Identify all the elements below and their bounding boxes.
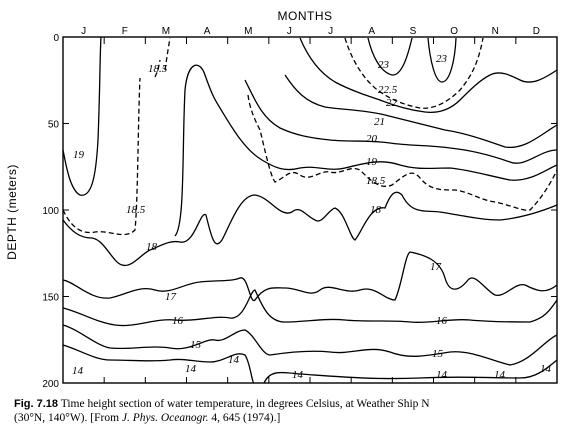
label-14: 14 — [185, 363, 197, 375]
label-16: 16 — [436, 315, 448, 327]
label-18-5: 18.5 — [366, 175, 386, 187]
isotherm-22 — [299, 37, 558, 114]
isotherm-19 — [62, 36, 558, 237]
label-17: 17 — [430, 261, 442, 273]
isotherm-18 — [62, 191, 558, 267]
isotherm-15 — [62, 324, 558, 366]
label-14: 14 — [292, 369, 304, 381]
x-axis-title: MONTHS — [278, 9, 333, 23]
label-14: 14 — [540, 363, 552, 375]
depth-label: 50 — [48, 120, 60, 131]
depth-label: 150 — [42, 293, 59, 304]
isotherms — [62, 36, 558, 384]
isotherm-20 — [244, 79, 558, 164]
caption-journal: J. Phys. Oceanogr. — [121, 412, 209, 424]
label-18-5: 18.5 — [126, 204, 146, 216]
month-label: M — [244, 26, 252, 37]
label-16: 16 — [172, 315, 184, 327]
isotherm-21 — [284, 74, 558, 148]
isotherm-23-loop — [427, 37, 457, 83]
month-label: A — [204, 26, 211, 37]
label-21: 21 — [374, 116, 385, 128]
isotherm-18-5 — [62, 77, 558, 236]
isotherm-16 — [62, 289, 558, 327]
month-label: D — [533, 26, 540, 37]
label-14: 14 — [436, 369, 448, 381]
month-label: J — [81, 26, 86, 37]
depth-label: 100 — [42, 206, 59, 217]
month-label: F — [122, 26, 128, 37]
y-axis-title: DEPTH (meters) — [5, 164, 19, 260]
label-22: 22 — [386, 97, 398, 109]
month-label: J — [328, 26, 333, 37]
label-14: 14 — [72, 365, 84, 377]
isotherm-23 — [367, 37, 413, 76]
figure-caption: Fig. 7.18 Time height section of water t… — [14, 397, 562, 425]
isotherm-17 — [62, 251, 558, 302]
caption-label: Fig. 7.18 — [14, 398, 59, 410]
caption-text-3: 4, 645 (1974).] — [208, 412, 281, 424]
depth-tick-labels: 0 50 100 150 200 — [42, 33, 59, 390]
label-23: 23 — [436, 53, 448, 65]
caption-text-2: (30°N, 140°W). [From — [14, 412, 122, 424]
depth-label: 0 — [53, 33, 59, 44]
month-label: J — [287, 26, 292, 37]
label-14: 14 — [228, 354, 240, 366]
isotherm-14-upper — [62, 344, 255, 384]
caption-text-1: Time height section of water temperature… — [60, 398, 430, 410]
label-17: 17 — [165, 291, 177, 303]
month-label: M — [162, 26, 170, 37]
label-15: 15 — [432, 348, 444, 360]
label-19: 19 — [366, 156, 378, 168]
label-23: 23 — [378, 59, 390, 71]
depth-label: 200 — [42, 379, 59, 390]
label-18: 18 — [146, 241, 158, 253]
label-22-5: 22.5 — [378, 84, 398, 96]
month-label: N — [492, 26, 499, 37]
label-14: 14 — [494, 369, 506, 381]
label-20: 20 — [366, 133, 378, 145]
label-18-5: 18.5 — [148, 63, 168, 75]
label-19: 19 — [73, 149, 85, 161]
axis-ticks — [63, 37, 557, 383]
month-label: S — [410, 26, 417, 37]
label-15: 15 — [190, 339, 202, 351]
isotherm-18-5-may — [154, 37, 171, 78]
isotherm-labels: 23 23 22.5 22 21 20 19 19 18.5 18.5 18.5… — [72, 53, 552, 381]
label-18: 18 — [370, 204, 382, 216]
isotherm-22-5 — [344, 37, 484, 109]
month-label: O — [450, 26, 458, 37]
isotherm-14-lower — [263, 359, 558, 384]
month-label: A — [368, 26, 375, 37]
